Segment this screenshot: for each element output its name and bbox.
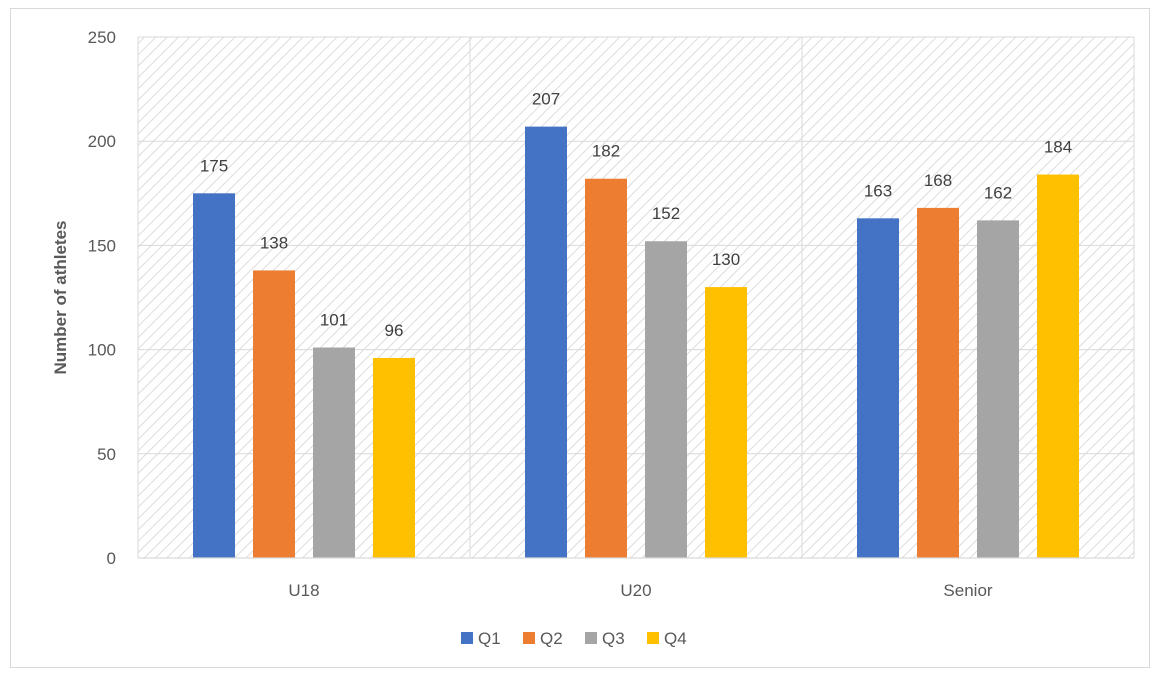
y-axis-title: Number of athletes bbox=[51, 221, 70, 375]
bar-q2-senior bbox=[917, 207, 959, 558]
bars bbox=[193, 126, 1079, 559]
x-category-label: U18 bbox=[288, 581, 319, 600]
data-label: 182 bbox=[592, 142, 620, 161]
legend-label: Q3 bbox=[602, 629, 625, 648]
bar-q1-senior bbox=[857, 218, 899, 559]
y-tick-label: 0 bbox=[107, 549, 116, 568]
y-tick-label: 100 bbox=[88, 341, 116, 360]
bar-q4-u18 bbox=[373, 357, 415, 558]
bar-q1-u20 bbox=[525, 126, 567, 558]
y-tick-label: 250 bbox=[88, 28, 116, 47]
data-label: 175 bbox=[200, 156, 228, 175]
legend: Q1 Q2 Q3 Q4 bbox=[461, 629, 687, 648]
data-label: 162 bbox=[984, 183, 1012, 202]
legend-label: Q2 bbox=[540, 629, 563, 648]
data-label: 138 bbox=[260, 233, 288, 252]
bar-q4-u20 bbox=[705, 287, 747, 558]
x-category-label: U20 bbox=[620, 581, 651, 600]
data-label: 207 bbox=[532, 90, 560, 109]
data-label: 152 bbox=[652, 204, 680, 223]
data-label: 184 bbox=[1044, 138, 1072, 157]
data-label: 168 bbox=[924, 171, 952, 190]
axes: 0 50 100 150 200 250 U18 U20 Senior bbox=[88, 28, 1134, 600]
data-label: 101 bbox=[320, 311, 348, 330]
legend-label: Q4 bbox=[664, 629, 687, 648]
bar-q2-u18 bbox=[253, 270, 295, 558]
bar-q3-senior bbox=[977, 220, 1019, 558]
bar-q3-u20 bbox=[645, 241, 687, 558]
data-labels: 175 138 101 96 207 182 152 130 163 168 162 184 bbox=[200, 90, 1072, 340]
y-tick-label: 50 bbox=[97, 445, 116, 464]
data-label: 130 bbox=[712, 250, 740, 269]
data-label: 96 bbox=[385, 321, 404, 340]
bar-q1-u18 bbox=[193, 193, 235, 559]
y-tick-label: 150 bbox=[88, 236, 116, 255]
bar-q3-u18 bbox=[313, 347, 355, 558]
legend-swatch bbox=[585, 632, 597, 644]
legend-swatch bbox=[647, 632, 659, 644]
data-label: 163 bbox=[864, 181, 892, 200]
legend-label: Q1 bbox=[478, 629, 501, 648]
legend-swatch bbox=[523, 632, 535, 644]
legend-swatch bbox=[461, 632, 473, 644]
bar-q4-senior bbox=[1037, 174, 1079, 558]
plot-area bbox=[138, 37, 1134, 558]
gridlines bbox=[137, 36, 1135, 559]
x-category-label: Senior bbox=[943, 581, 992, 600]
bar-q2-u20 bbox=[585, 178, 627, 558]
y-tick-label: 200 bbox=[88, 132, 116, 151]
